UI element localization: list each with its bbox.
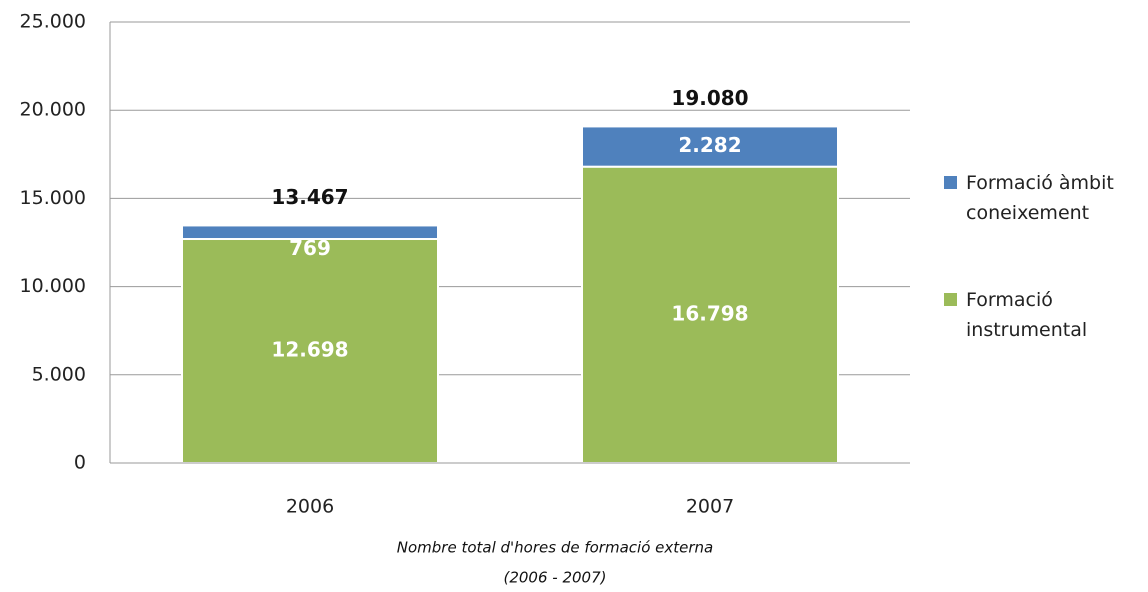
legend-swatch: [944, 293, 957, 306]
bar-segment: [581, 165, 839, 464]
caption: (2006 - 2007): [503, 569, 606, 587]
value-label: 16.798: [671, 301, 748, 325]
total-label: 13.467: [271, 185, 348, 209]
x-tick-label: 2006: [286, 496, 334, 518]
value-label: 2.282: [678, 133, 741, 157]
legend-label: Formació instrumental: [966, 289, 1088, 341]
y-tick-label: 20.000: [20, 99, 86, 121]
legend-label: Formació àmbit coneixement: [966, 172, 1114, 224]
bar-segment: [581, 125, 839, 168]
y-tick-label: 15.000: [20, 187, 86, 209]
value-label: 12.698: [271, 338, 348, 362]
legend-swatch: [944, 176, 957, 189]
value-label: 769: [289, 236, 331, 260]
bar-segment: [181, 224, 439, 241]
y-tick-label: 25.000: [20, 11, 86, 33]
x-tick-label: 2007: [686, 496, 734, 518]
legend-item: Formació àmbit coneixement: [944, 168, 1134, 228]
y-tick-label: 0: [74, 452, 86, 474]
y-tick-label: 10.000: [20, 275, 86, 297]
total-label: 19.080: [671, 86, 748, 110]
legend-item: Formació instrumental: [944, 285, 1134, 345]
y-tick-label: 5.000: [32, 363, 86, 385]
caption: Nombre total d'hores de formació externa: [397, 539, 713, 557]
